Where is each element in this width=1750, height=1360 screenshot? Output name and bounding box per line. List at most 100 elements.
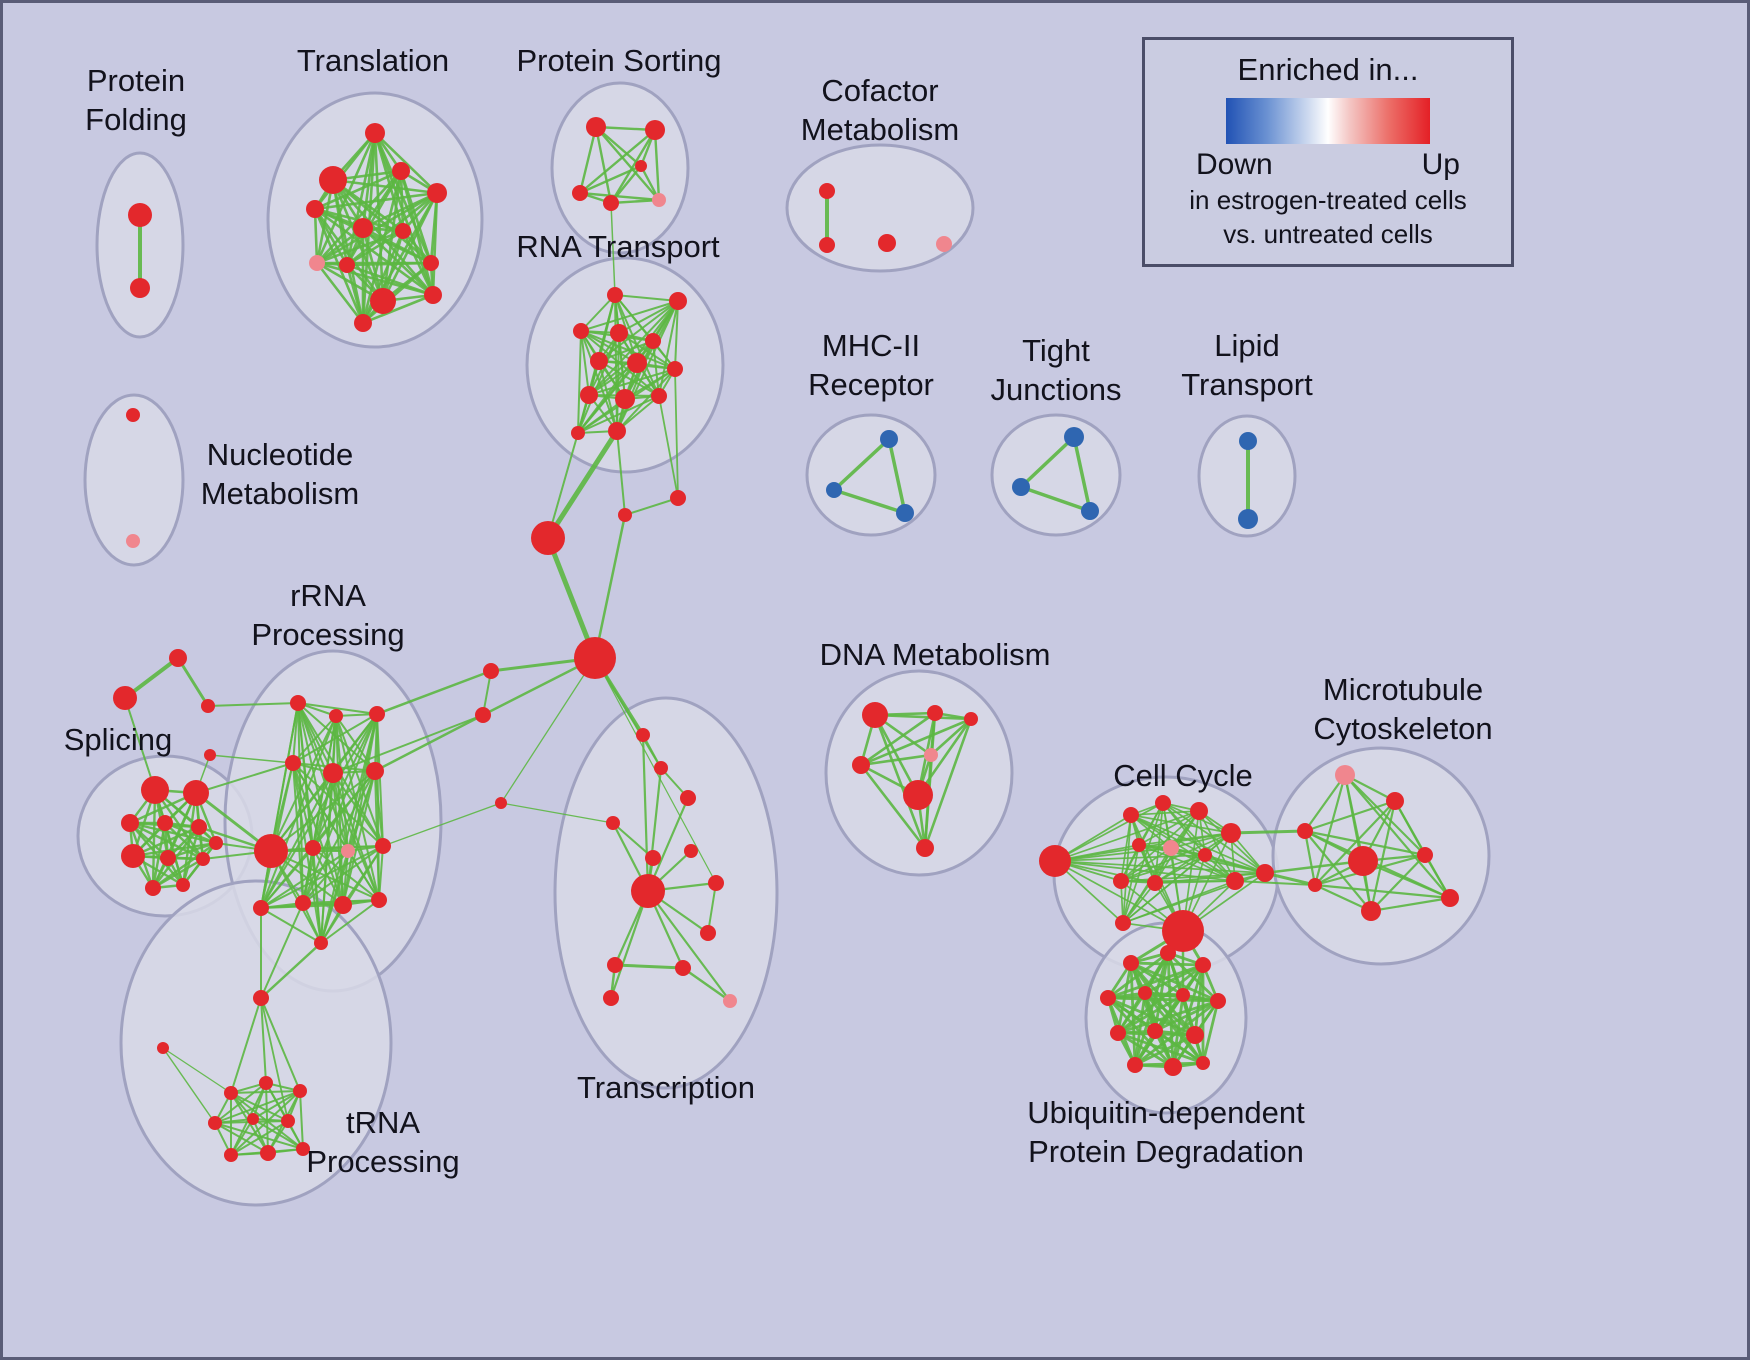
gene-set-node[interactable] — [1081, 502, 1099, 520]
gene-set-node[interactable] — [1176, 988, 1190, 1002]
gene-set-node[interactable] — [392, 162, 410, 180]
gene-set-node[interactable] — [964, 712, 978, 726]
gene-set-node[interactable] — [1256, 864, 1274, 882]
gene-set-node[interactable] — [1186, 1026, 1204, 1044]
gene-set-node[interactable] — [1160, 945, 1176, 961]
gene-set-node[interactable] — [670, 490, 686, 506]
gene-set-node[interactable] — [365, 123, 385, 143]
gene-set-node[interactable] — [1039, 845, 1071, 877]
gene-set-node[interactable] — [1064, 427, 1084, 447]
gene-set-node[interactable] — [627, 353, 647, 373]
gene-set-node[interactable] — [1162, 910, 1204, 952]
gene-set-node[interactable] — [169, 649, 187, 667]
gene-set-node[interactable] — [369, 706, 385, 722]
gene-set-node[interactable] — [1123, 955, 1139, 971]
gene-set-node[interactable] — [903, 780, 933, 810]
gene-set-node[interactable] — [306, 200, 324, 218]
gene-set-node[interactable] — [329, 709, 343, 723]
gene-set-node[interactable] — [224, 1086, 238, 1100]
gene-set-node[interactable] — [645, 120, 665, 140]
gene-set-node[interactable] — [341, 844, 355, 858]
gene-set-node[interactable] — [573, 323, 589, 339]
gene-set-node[interactable] — [305, 840, 321, 856]
gene-set-node[interactable] — [201, 699, 215, 713]
gene-set-node[interactable] — [157, 815, 173, 831]
gene-set-node[interactable] — [531, 521, 565, 555]
gene-set-node[interactable] — [247, 1113, 259, 1125]
gene-set-node[interactable] — [176, 878, 190, 892]
gene-set-node[interactable] — [354, 314, 372, 332]
gene-set-node[interactable] — [680, 790, 696, 806]
gene-set-node[interactable] — [618, 508, 632, 522]
gene-set-node[interactable] — [675, 960, 691, 976]
gene-set-node[interactable] — [209, 836, 223, 850]
gene-set-node[interactable] — [204, 749, 216, 761]
gene-set-node[interactable] — [253, 900, 269, 916]
gene-set-node[interactable] — [571, 426, 585, 440]
gene-set-node[interactable] — [126, 534, 140, 548]
gene-set-node[interactable] — [309, 255, 325, 271]
gene-set-node[interactable] — [371, 892, 387, 908]
gene-set-node[interactable] — [1195, 957, 1211, 973]
gene-set-node[interactable] — [574, 637, 616, 679]
gene-set-node[interactable] — [819, 237, 835, 253]
gene-set-node[interactable] — [667, 361, 683, 377]
gene-set-node[interactable] — [723, 994, 737, 1008]
gene-set-node[interactable] — [293, 1084, 307, 1098]
gene-set-node[interactable] — [580, 386, 598, 404]
gene-set-node[interactable] — [1012, 478, 1030, 496]
gene-set-node[interactable] — [1221, 823, 1241, 843]
gene-set-node[interactable] — [375, 838, 391, 854]
gene-set-node[interactable] — [126, 408, 140, 422]
gene-set-node[interactable] — [427, 183, 447, 203]
gene-set-node[interactable] — [610, 324, 628, 342]
gene-set-node[interactable] — [880, 430, 898, 448]
gene-set-node[interactable] — [121, 844, 145, 868]
gene-set-node[interactable] — [1238, 509, 1258, 529]
gene-set-node[interactable] — [285, 755, 301, 771]
gene-set-node[interactable] — [1113, 873, 1129, 889]
gene-set-node[interactable] — [1138, 986, 1152, 1000]
gene-set-node[interactable] — [259, 1076, 273, 1090]
gene-set-node[interactable] — [290, 695, 306, 711]
gene-set-node[interactable] — [572, 185, 588, 201]
gene-set-node[interactable] — [1210, 993, 1226, 1009]
gene-set-node[interactable] — [254, 834, 288, 868]
gene-set-node[interactable] — [196, 852, 210, 866]
gene-set-node[interactable] — [1110, 1025, 1126, 1041]
gene-set-node[interactable] — [1163, 840, 1179, 856]
gene-set-node[interactable] — [141, 776, 169, 804]
gene-set-node[interactable] — [1100, 990, 1116, 1006]
gene-set-node[interactable] — [145, 880, 161, 896]
gene-set-node[interactable] — [654, 761, 668, 775]
gene-set-node[interactable] — [183, 780, 209, 806]
gene-set-node[interactable] — [1147, 1023, 1163, 1039]
gene-set-node[interactable] — [314, 936, 328, 950]
gene-set-node[interactable] — [395, 223, 411, 239]
gene-set-node[interactable] — [113, 686, 137, 710]
gene-set-node[interactable] — [208, 1116, 222, 1130]
gene-set-node[interactable] — [652, 193, 666, 207]
gene-set-node[interactable] — [224, 1148, 238, 1162]
gene-set-node[interactable] — [160, 850, 176, 866]
gene-set-node[interactable] — [483, 663, 499, 679]
gene-set-node[interactable] — [1115, 915, 1131, 931]
gene-set-node[interactable] — [1335, 765, 1355, 785]
gene-set-node[interactable] — [826, 482, 842, 498]
gene-set-node[interactable] — [334, 896, 352, 914]
gene-set-node[interactable] — [607, 287, 623, 303]
gene-set-node[interactable] — [924, 748, 938, 762]
gene-set-node[interactable] — [631, 874, 665, 908]
gene-set-node[interactable] — [645, 333, 661, 349]
gene-set-node[interactable] — [323, 763, 343, 783]
gene-set-node[interactable] — [1198, 848, 1212, 862]
gene-set-node[interactable] — [684, 844, 698, 858]
gene-set-node[interactable] — [936, 236, 952, 252]
gene-set-node[interactable] — [607, 957, 623, 973]
gene-set-node[interactable] — [495, 797, 507, 809]
gene-set-node[interactable] — [651, 388, 667, 404]
gene-set-node[interactable] — [191, 819, 207, 835]
gene-set-node[interactable] — [253, 990, 269, 1006]
gene-set-node[interactable] — [669, 292, 687, 310]
gene-set-node[interactable] — [1196, 1056, 1210, 1070]
